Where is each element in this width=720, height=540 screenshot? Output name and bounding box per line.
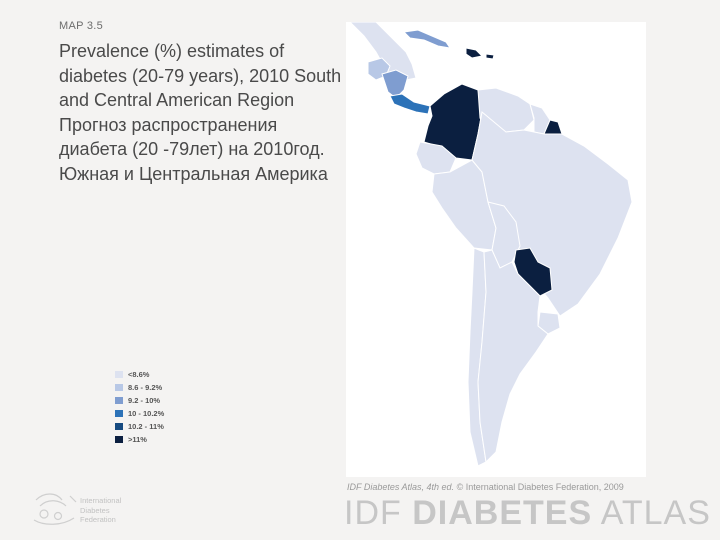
atlas-wordmark: IDF DIABETES ATLAS [344,494,711,533]
map-title: Prevalence (%) estimates of diabetes (20… [59,41,342,184]
map-panel [346,22,646,477]
legend-swatch [115,423,123,430]
legend-label: 10.2 - 11% [128,422,164,431]
logo-line: International [80,496,122,505]
atlas-bold-word: DIABETES [412,494,593,532]
map-svg [349,22,633,467]
region-cuba [402,29,452,49]
legend-swatch [115,397,123,404]
legend-item: >11% [115,433,164,446]
legend-label: 8.6 - 9.2% [128,383,163,392]
logo-line: Diabetes [80,505,110,515]
legend-label: 10 - 10.2% [128,409,165,418]
region-brazil [471,111,633,317]
legend-item: 8.6 - 9.2% [115,381,164,394]
legend-label: <8.6% [128,370,150,379]
legend-label: 9.2 - 10% [128,396,161,405]
legend: <8.6% 8.6 - 9.2% 9.2 - 10% 10 - 10.2% 10… [115,368,164,446]
legend-item: 10 - 10.2% [115,407,164,420]
legend-item: 9.2 - 10% [115,394,164,407]
legend-swatch [115,410,123,417]
legend-label: >11% [128,435,147,444]
legend-item: <8.6% [115,368,164,381]
region-honduras-nicaragua [381,69,409,99]
region-argentina [477,249,549,464]
idf-logo-text: International Diabetes Federation [80,496,121,525]
region-paraguay [513,247,553,297]
legend-swatch [115,371,123,378]
region-costa-rica-panama [389,93,431,115]
legend-item: 10.2 - 11% [115,420,164,433]
atlas-prefix: IDF [344,494,413,532]
map-number-label: MAP 3.5 [59,20,104,32]
region-hispaniola [465,47,484,59]
legend-swatch [115,384,123,391]
atlas-suffix: ATLAS [592,494,711,532]
region-mexico [349,22,417,83]
region-puerto-rico [485,53,495,60]
credit-copyright: © International Diabetes Federation, 200… [456,482,624,492]
idf-logo-icon [33,493,77,525]
copyright-credit: IDF Diabetes Atlas, 4th ed. © Internatio… [347,482,624,492]
credit-edition: IDF Diabetes Atlas, 4th ed. [347,482,455,492]
legend-swatch [115,436,123,443]
logo-line: Federation [80,515,116,524]
